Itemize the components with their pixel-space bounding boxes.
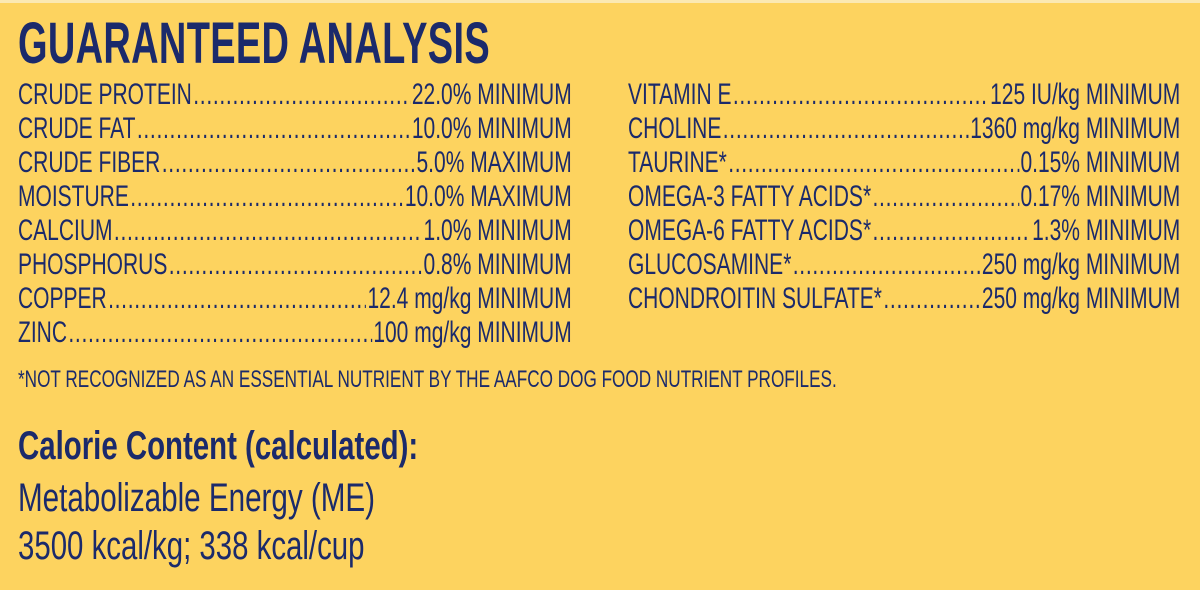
nutrient-row: VITAMIN E 125 IU/kg MINIMUM — [628, 78, 1180, 112]
calorie-line-me: Metabolizable Energy (ME) — [18, 476, 375, 520]
nutrient-row: COPPER 12.4 mg/kg MINIMUM — [18, 282, 572, 316]
nutrient-value: 10.0% MAXIMUM — [404, 180, 572, 213]
dot-leader — [873, 214, 1031, 248]
dot-leader — [193, 78, 410, 112]
dot-leader — [114, 214, 422, 248]
analysis-left-column: CRUDE PROTEIN 22.0% MINIMUM CRUDE FAT 10.0%… — [18, 78, 572, 350]
nutrient-label: OMEGA-6 FATTY ACIDS* — [628, 214, 872, 247]
nutrient-label: CHONDROITIN SULFATE* — [628, 282, 882, 315]
nutrient-row: OMEGA-6 FATTY ACIDS* 1.3% MINIMUM — [628, 214, 1180, 248]
nutrient-row: CRUDE PROTEIN 22.0% MINIMUM — [18, 78, 572, 112]
dot-leader — [130, 180, 403, 214]
dot-leader — [169, 248, 422, 282]
nutrient-row: GLUCOSAMINE* 250 mg/kg MINIMUM — [628, 248, 1180, 282]
nutrient-value: 5.0% MAXIMUM — [416, 146, 572, 179]
nutrient-value: 1.0% MINIMUM — [423, 214, 572, 247]
nutrient-label: OMEGA-3 FATTY ACIDS* — [628, 180, 872, 213]
nutrient-label: CHOLINE — [628, 112, 722, 145]
dot-leader — [873, 180, 1020, 214]
dot-leader — [793, 248, 981, 282]
nutrient-row: ZINC 100 mg/kg MINIMUM — [18, 316, 572, 350]
nutrient-label: CRUDE FIBER — [18, 146, 161, 179]
dot-leader — [108, 282, 366, 316]
nutrient-value: 0.17% MINIMUM — [1020, 180, 1181, 213]
page-title: GUARANTEED ANALYSIS — [18, 11, 491, 76]
nutrient-row: TAURINE* 0.15% MINIMUM — [628, 146, 1180, 180]
nutrient-label: TAURINE* — [628, 146, 727, 179]
nutrient-value: 250 mg/kg MINIMUM — [981, 248, 1181, 281]
nutrient-value: 125 IU/kg MINIMUM — [990, 78, 1181, 111]
nutrient-row: CHOLINE 1360 mg/kg MINIMUM — [628, 112, 1180, 146]
dot-leader — [162, 146, 415, 180]
nutrient-row: CHONDROITIN SULFATE* 250 mg/kg MINIMUM — [628, 282, 1180, 316]
nutrient-value: 22.0% MINIMUM — [411, 78, 572, 111]
nutrient-label: CALCIUM — [18, 214, 113, 247]
analysis-right-column: VITAMIN E 125 IU/kg MINIMUM CHOLINE 1360 mg… — [628, 78, 1180, 316]
dot-leader — [137, 112, 411, 146]
dot-leader — [723, 112, 969, 146]
nutrient-label: GLUCOSAMINE* — [628, 248, 792, 281]
footnote: *NOT RECOGNIZED AS AN ESSENTIAL NUTRIENT… — [18, 366, 837, 393]
nutrient-label: MOISTURE — [18, 180, 129, 213]
dot-leader — [68, 316, 372, 350]
nutrient-row: CRUDE FAT 10.0% MINIMUM — [18, 112, 572, 146]
nutrient-value: 10.0% MINIMUM — [411, 112, 572, 145]
nutrient-row: PHOSPHORUS 0.8% MINIMUM — [18, 248, 572, 282]
nutrient-label: CRUDE FAT — [18, 112, 136, 145]
nutrient-value: 0.15% MINIMUM — [1020, 146, 1181, 179]
nutrient-value: 12.4 mg/kg MINIMUM — [367, 282, 572, 315]
nutrient-value: 1360 mg/kg MINIMUM — [970, 112, 1181, 145]
nutrient-row: MOISTURE 10.0% MAXIMUM — [18, 180, 572, 214]
calorie-heading: Calorie Content (calculated): — [18, 424, 419, 468]
dot-leader — [728, 146, 1019, 180]
nutrient-row: CALCIUM 1.0% MINIMUM — [18, 214, 572, 248]
nutrient-label: COPPER — [18, 282, 107, 315]
nutrient-value: 1.3% MINIMUM — [1032, 214, 1181, 247]
nutrient-value: 250 mg/kg MINIMUM — [981, 282, 1181, 315]
nutrient-label: ZINC — [18, 316, 67, 349]
nutrient-label: CRUDE PROTEIN — [18, 78, 192, 111]
nutrient-label: VITAMIN E — [628, 78, 732, 111]
dot-leader — [733, 78, 989, 112]
nutrient-row: CRUDE FIBER 5.0% MAXIMUM — [18, 146, 572, 180]
nutrient-label: PHOSPHORUS — [18, 248, 168, 281]
top-border — [0, 0, 1200, 3]
calorie-line-values: 3500 kcal/kg; 338 kcal/cup — [18, 524, 365, 568]
nutrient-value: 100 mg/kg MINIMUM — [373, 316, 572, 349]
nutrient-value: 0.8% MINIMUM — [423, 248, 572, 281]
dot-leader — [883, 282, 980, 316]
nutrient-row: OMEGA-3 FATTY ACIDS* 0.17% MINIMUM — [628, 180, 1180, 214]
